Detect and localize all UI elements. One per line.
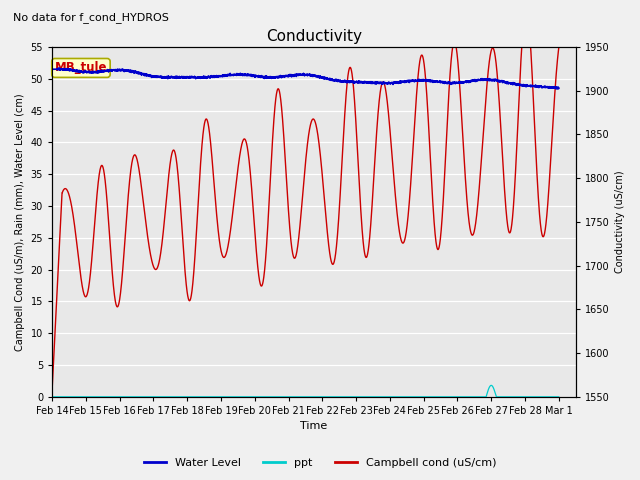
Text: MB_tule: MB_tule — [54, 61, 108, 74]
Legend: Water Level, ppt, Campbell cond (uS/cm): Water Level, ppt, Campbell cond (uS/cm) — [140, 453, 500, 472]
Y-axis label: Conductivity (uS/cm): Conductivity (uS/cm) — [615, 170, 625, 273]
Text: No data for f_cond_HYDROS: No data for f_cond_HYDROS — [13, 12, 169, 23]
X-axis label: Time: Time — [300, 421, 328, 432]
Title: Conductivity: Conductivity — [266, 29, 362, 44]
Y-axis label: Campbell Cond (uS/m), Rain (mm), Water Level (cm): Campbell Cond (uS/m), Rain (mm), Water L… — [15, 93, 25, 351]
